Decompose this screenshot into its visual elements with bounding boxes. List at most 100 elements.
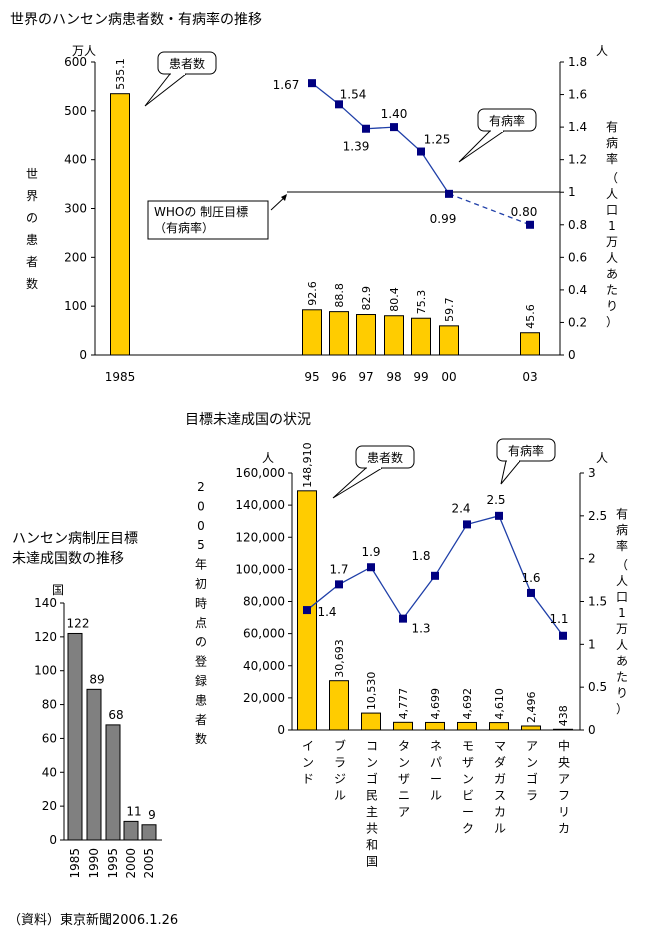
chart3-title: 目標未達成国の状況 <box>185 412 311 428</box>
chart3-rate-point <box>527 588 535 597</box>
chart3-rate-point <box>335 580 343 589</box>
chart3-bar-label: 4,777 <box>397 688 410 720</box>
chart3-patients-callout-text: 患者数 <box>367 450 403 465</box>
chart1-left-axis-label-char: 数 <box>26 276 38 291</box>
chart2-bar <box>123 820 139 841</box>
chart3-x-tick-label-char: イ <box>302 739 314 753</box>
chart1-left-tick-label: 600 <box>64 55 87 69</box>
chart3-left-axis-label-char: 2 <box>197 480 205 494</box>
chart1-right-axis-label-char: 1 <box>608 219 616 233</box>
chart1-left-tick-label: 100 <box>64 299 87 313</box>
chart1-left-tick-label: 400 <box>64 153 87 167</box>
chart3-x-tick-label-char: ダ <box>494 755 506 770</box>
chart1-rate-label: 1.39 <box>343 140 370 154</box>
chart1-rate-point <box>417 147 425 156</box>
chart3-x-tick-label-char: リ <box>558 805 570 819</box>
chart1-bar <box>110 93 130 356</box>
chart3-x-tick-label-char: パ <box>430 756 442 770</box>
chart1-bar-label: 92.6 <box>306 281 319 306</box>
source-note: （資料）東京新聞2006.1.26 <box>8 912 178 928</box>
chart1-right-tick-label: 0.8 <box>568 218 587 232</box>
chart2-x-tick-label: 1990 <box>87 848 101 879</box>
chart3-x-tick-label-char: 民 <box>366 789 378 803</box>
chart3-right-tick-label: 0 <box>588 723 596 737</box>
chart3-rate-label: 1.7 <box>329 562 348 576</box>
chart3-rate-point <box>495 511 503 520</box>
chart2-bar <box>86 688 102 841</box>
chart1-left-tick-label: 500 <box>64 104 87 118</box>
chart2-bar-label: 9 <box>148 808 156 822</box>
chart3-x-tick-label-char: 共 <box>366 822 378 836</box>
chart1-right-axis-label-char: 口 <box>606 203 618 217</box>
chart3-left-axis-label-char: の <box>195 635 207 649</box>
chart2-tick-label: 60 <box>42 731 57 745</box>
chart3-left-tick-label: 140,000 <box>235 498 285 512</box>
chart3-rate-label: 1.1 <box>549 612 568 626</box>
chart3-rate-callout-text: 有病率 <box>508 443 544 458</box>
chart1-bar <box>356 314 376 356</box>
chart3-left-axis-label-char: 登 <box>195 654 207 669</box>
chart1-rate-callout: 有病率 <box>458 108 537 163</box>
chart3-right-axis-label-char: （ <box>616 558 628 572</box>
chart3-x-tick-label-char: ニ <box>398 789 410 803</box>
chart1-rate-label: 1.54 <box>340 87 367 101</box>
chart1-rate-callout-text: 有病率 <box>489 113 525 128</box>
chart3-right-axis-label-char: た <box>616 670 628 684</box>
chart3-x-tick-label-char: ガ <box>494 772 506 786</box>
chart2-tick-label: 40 <box>42 765 57 779</box>
chart3-bar <box>553 728 573 731</box>
chart3-x-tick-label-char: ネ <box>430 739 442 753</box>
chart1-bar <box>411 317 431 356</box>
chart1-target-label-line1: WHOの 制圧目標 <box>154 205 248 219</box>
chart1-right-axis-label-char: た <box>606 283 618 297</box>
chart1-x-tick-label: 96 <box>331 370 346 384</box>
chart3-patients-callout: 患者数 <box>332 445 415 499</box>
chart2-ticks: 0 20 40 60 80 100 120 140 <box>34 596 64 847</box>
chart1-x-tick-label: 98 <box>386 370 401 384</box>
chart1-left-axis-label-char: 患 <box>26 233 38 247</box>
chart1-rate-label: 0.99 <box>430 212 457 226</box>
chart1-right-tick-label: 1.2 <box>568 153 587 167</box>
chart2-title-line1: ハンセン病制圧目標 <box>12 531 138 547</box>
chart1-left-tick-label: 200 <box>64 250 87 264</box>
chart1-right-axis-label-char: 人 <box>606 187 618 201</box>
chart3-left-ticks: 0 20,000 40,000 60,000 80,000 100,000 120,000 1… <box>235 466 292 737</box>
chart3-bar-label: 4,692 <box>461 688 474 720</box>
chart1-bar-label: 80.4 <box>388 287 401 312</box>
chart2-tick-label: 140 <box>34 596 57 610</box>
chart1-right-tick-label: 0.2 <box>568 315 587 329</box>
chart3-right-unit: 人 <box>596 451 608 465</box>
chart1-target-label-line2: （有病率） <box>154 220 214 235</box>
chart3-bar <box>457 721 477 731</box>
chart3-right-axis-label-char: ） <box>616 702 628 716</box>
chart2-tick-label: 80 <box>42 698 57 712</box>
chart1-left-unit: 万人 <box>72 44 96 58</box>
chart3-left-axis-label-char: 者 <box>195 713 207 727</box>
chart2-tick-label: 20 <box>42 799 57 813</box>
chart2-bars: 122 89 68 11 9 <box>67 616 157 841</box>
chart3-left-tick-label: 100,000 <box>235 562 285 576</box>
chart3-x-tick-label-char: ル <box>430 789 442 803</box>
chart1-bar-label: 45.6 <box>524 304 537 329</box>
chart2-unit: 国 <box>52 583 64 597</box>
chart3-x-tick-label-char: ア <box>526 739 538 753</box>
chart3-left-axis-label-char: 5 <box>197 538 205 552</box>
chart1-rate-label: 1.25 <box>424 133 451 147</box>
chart3-right-axis-label-char: 口 <box>616 590 628 604</box>
chart1-rate-polyline <box>311 82 450 195</box>
chart1-right-tick-label: 1.8 <box>568 55 587 69</box>
chart3-right-axis-label-char: 病 <box>616 522 628 537</box>
chart2-bar <box>105 724 121 841</box>
chart3-rate-point <box>431 571 439 580</box>
chart2-bar <box>141 824 157 841</box>
chart3-x-tick-label-char: ブ <box>334 738 346 753</box>
chart3-right-tick-label: 1 <box>588 637 596 651</box>
chart1-left-tick-label: 0 <box>79 348 87 362</box>
chart1-left-tick-label: 300 <box>64 202 87 216</box>
chart3-rate-point <box>399 614 407 623</box>
chart3-x-tick-label-char: カ <box>558 822 570 836</box>
chart3-x-tick-label-char: ン <box>462 772 474 786</box>
chart3-x-tick-label-char: フ <box>558 789 570 803</box>
